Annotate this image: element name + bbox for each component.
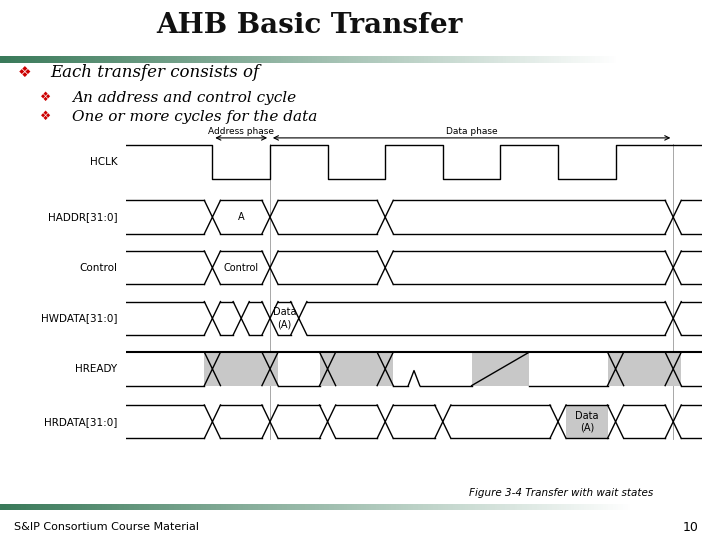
Text: HWDATA[31:0]: HWDATA[31:0]: [41, 313, 117, 323]
Text: One or more cycles for the data: One or more cycles for the data: [72, 110, 318, 124]
Text: A: A: [238, 212, 245, 222]
Text: Data phase: Data phase: [446, 127, 498, 136]
Polygon shape: [320, 352, 393, 386]
Text: Address phase: Address phase: [208, 127, 274, 136]
Text: Data
(A): Data (A): [575, 411, 598, 433]
Text: S&IP Consortium Course Material: S&IP Consortium Course Material: [14, 523, 199, 532]
Text: HRDATA[31:0]: HRDATA[31:0]: [44, 417, 117, 427]
Text: HCLK: HCLK: [90, 157, 117, 167]
Text: HREADY: HREADY: [75, 364, 117, 374]
Text: ❖: ❖: [40, 91, 51, 104]
Text: ❖: ❖: [40, 110, 51, 123]
Text: S & IP: S & IP: [638, 19, 701, 37]
Text: ❖: ❖: [18, 65, 32, 80]
Text: HADDR[31:0]: HADDR[31:0]: [48, 212, 117, 222]
Text: AHB Basic Transfer: AHB Basic Transfer: [156, 12, 463, 39]
Text: Figure 3-4 Transfer with wait states: Figure 3-4 Transfer with wait states: [469, 488, 654, 498]
Text: An address and control cycle: An address and control cycle: [72, 91, 296, 105]
Text: Data
(A): Data (A): [273, 307, 296, 329]
Polygon shape: [566, 405, 608, 438]
Text: Each transfer consists of: Each transfer consists of: [50, 64, 259, 82]
Text: Control: Control: [79, 262, 117, 273]
Polygon shape: [472, 352, 529, 386]
Polygon shape: [204, 352, 278, 386]
Text: Control: Control: [224, 262, 258, 273]
Polygon shape: [608, 352, 681, 386]
Text: 10: 10: [683, 521, 698, 534]
